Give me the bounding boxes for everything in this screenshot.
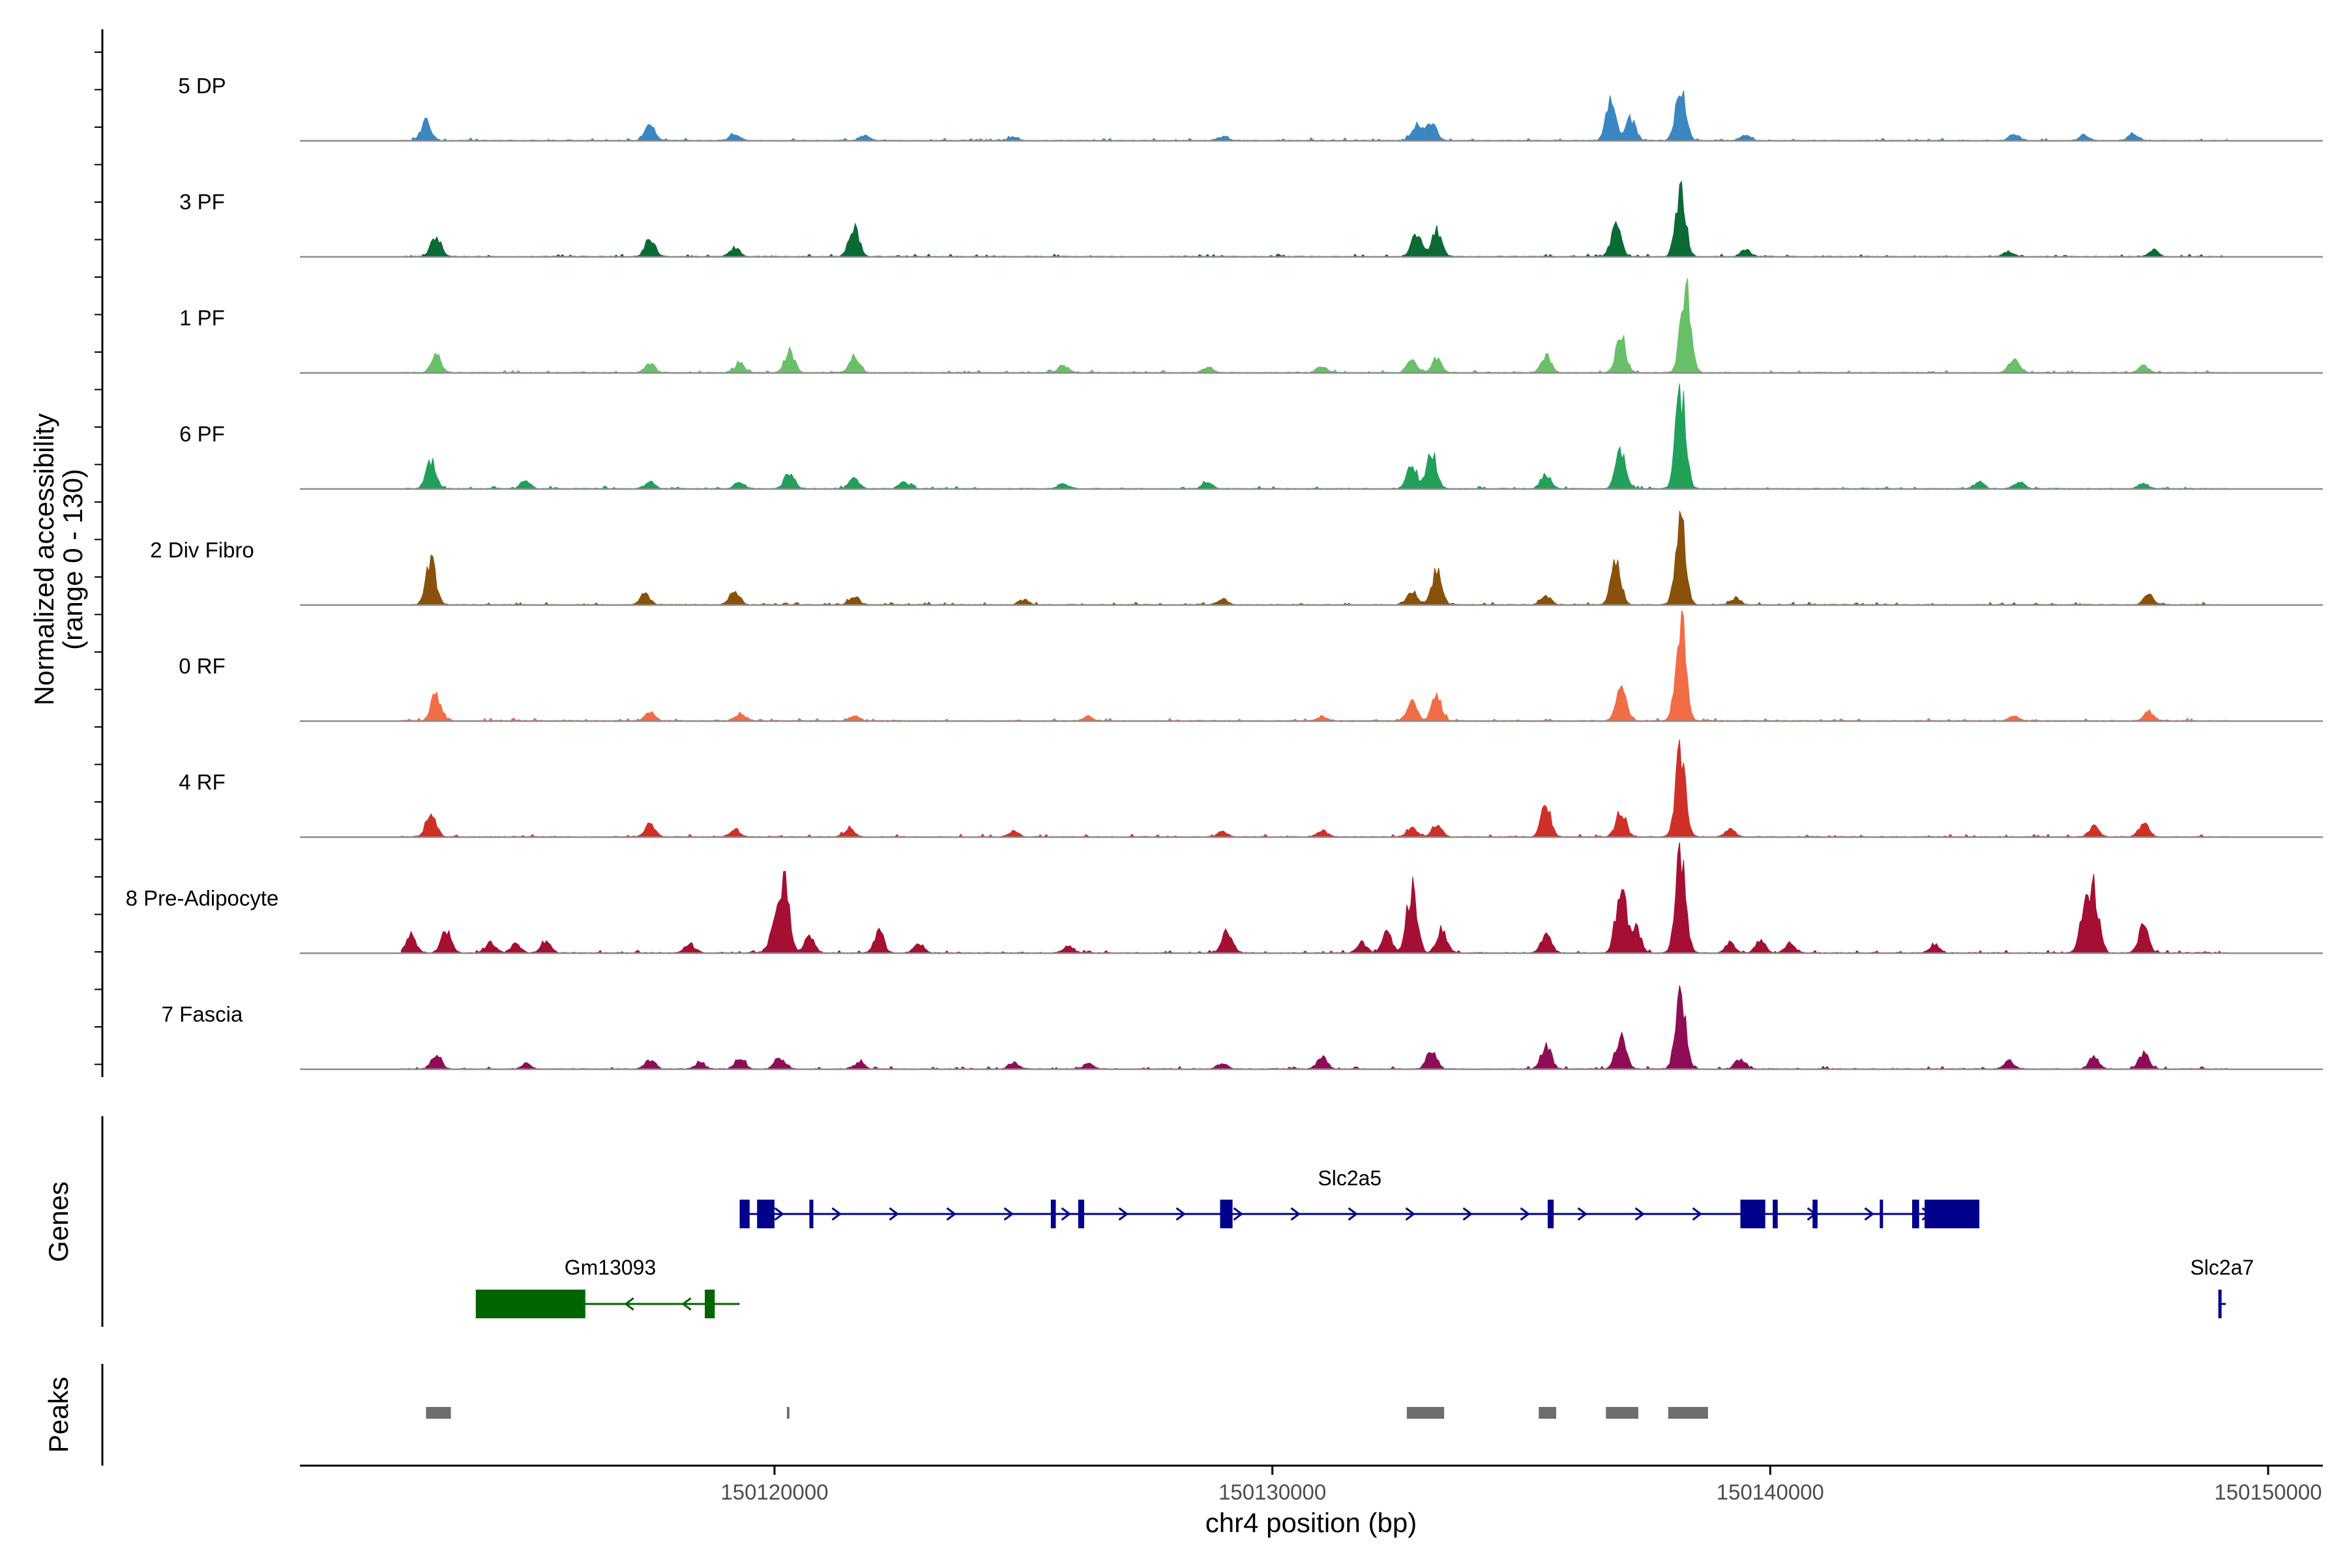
coverage-track: 3 PF — [179, 180, 2323, 258]
gene-exon — [705, 1290, 715, 1318]
track-label: 3 PF — [179, 190, 225, 214]
track-label: 7 Fascia — [162, 1002, 243, 1026]
gene-exon — [1547, 1200, 1554, 1228]
strand-arrow — [1348, 1207, 1359, 1221]
peaks-track-label: Peaks — [43, 1377, 74, 1453]
strand-arrow — [774, 1207, 785, 1221]
gene-exon — [1050, 1200, 1056, 1228]
gene-exon — [809, 1200, 814, 1228]
track-label: 5 DP — [178, 74, 226, 98]
strand-arrow — [831, 1207, 842, 1221]
genes-track-label: Genes — [43, 1181, 74, 1262]
coverage-track: 2 Div Fibro — [150, 510, 2323, 606]
gene-exon — [1773, 1200, 1778, 1228]
peak-region — [787, 1407, 790, 1419]
coverage-track: 0 RF — [179, 610, 2323, 722]
strand-arrow — [1003, 1207, 1014, 1221]
gene-label: Slc2a7 — [2190, 1256, 2254, 1279]
strand-arrow — [1061, 1207, 1072, 1221]
track-label: 2 Div Fibro — [150, 538, 254, 562]
coverage-track: 1 PF — [179, 278, 2323, 374]
coverage-track: 6 PF — [179, 383, 2323, 490]
strand-arrow — [1233, 1207, 1244, 1221]
x-axis-title: chr4 position (bp) — [1205, 1507, 1417, 1538]
strand-arrow — [1405, 1207, 1416, 1221]
strand-arrow — [889, 1207, 900, 1221]
x-tick-label: 150150000 — [2214, 1480, 2322, 1504]
x-tick-label: 150140000 — [1717, 1480, 1824, 1504]
track-label: 0 RF — [179, 654, 226, 678]
gene-exon — [1925, 1200, 1980, 1228]
y-axis-title-line2: (range 0 - 130) — [57, 469, 88, 650]
strand-arrow — [1118, 1207, 1129, 1221]
strand-arrow — [1864, 1207, 1875, 1221]
gene-exon — [1880, 1200, 1883, 1228]
gene-exon — [739, 1200, 750, 1228]
strand-arrow — [1577, 1207, 1588, 1221]
gene-label: Slc2a5 — [1318, 1166, 1381, 1190]
y-axis-title-line1: Normalized accessibility — [29, 413, 59, 705]
peak-region — [1606, 1407, 1638, 1419]
x-tick-label: 150120000 — [720, 1480, 828, 1504]
track-label: 4 RF — [179, 770, 226, 794]
gene-label: Gm13093 — [565, 1256, 657, 1279]
strand-arrow — [624, 1297, 634, 1311]
strand-arrow — [1175, 1207, 1187, 1221]
gene-exon — [1078, 1200, 1085, 1228]
peak-region — [1668, 1407, 1708, 1419]
gene-exon — [1812, 1200, 1818, 1228]
peak-region — [1406, 1407, 1445, 1419]
strand-arrow — [946, 1207, 957, 1221]
strand-arrow — [1692, 1207, 1703, 1221]
coverage-track: 8 Pre-Adipocyte — [126, 842, 2323, 954]
strand-arrow — [1520, 1207, 1531, 1221]
gene-model: Slc2a7 — [2190, 1256, 2254, 1318]
gene-model: Gm13093 — [475, 1256, 740, 1318]
coverage-track: 4 RF — [179, 739, 2323, 838]
track-label: 6 PF — [179, 422, 225, 446]
x-tick-label: 150130000 — [1218, 1480, 1326, 1504]
track-label: 8 Pre-Adipocyte — [126, 886, 279, 910]
gene-model: Slc2a5 — [739, 1166, 1980, 1228]
gene-exon — [2218, 1290, 2222, 1318]
gene-exon — [1740, 1200, 1765, 1228]
coverage-track: 5 DP — [178, 74, 2323, 142]
strand-arrow — [1462, 1207, 1473, 1221]
track-label: 1 PF — [179, 306, 225, 330]
coverage-track: 7 Fascia — [162, 985, 2323, 1071]
strand-arrow — [1634, 1207, 1646, 1221]
gene-exon — [1912, 1200, 1919, 1228]
gene-exon — [757, 1200, 775, 1228]
peak-region — [426, 1407, 451, 1419]
peak-region — [1539, 1407, 1556, 1419]
gene-exon — [475, 1290, 585, 1318]
strand-arrow — [681, 1297, 692, 1311]
strand-arrow — [1290, 1207, 1301, 1221]
gene-exon — [1220, 1200, 1233, 1228]
